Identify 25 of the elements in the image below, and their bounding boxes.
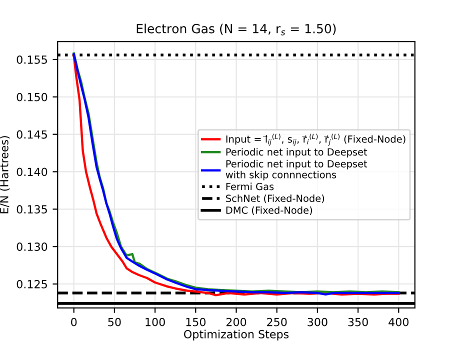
x-tick-label: 0 bbox=[71, 318, 77, 326]
y-tick-label: 0.155 bbox=[16, 55, 47, 64]
x-tick-label: 250 bbox=[267, 318, 287, 326]
y-tick-label: 0.125 bbox=[16, 280, 47, 288]
x-tick-label: 300 bbox=[308, 318, 328, 326]
y-tick-label: 0.135 bbox=[16, 205, 47, 214]
legend-label: Periodic net input to Deepset bbox=[226, 148, 368, 158]
legend-label: SchNet (Fixed-Node) bbox=[226, 194, 324, 204]
x-tick-label: 50 bbox=[108, 318, 121, 326]
x-tick-label: 100 bbox=[146, 318, 165, 326]
legend-label: Fermi Gas bbox=[226, 182, 274, 190]
x-tick-label: 400 bbox=[388, 318, 409, 326]
y-tick-label: 0.145 bbox=[16, 130, 47, 139]
x-tick-label: 350 bbox=[348, 318, 368, 326]
legend-label: DMC (Fixed-Node) bbox=[226, 206, 312, 216]
legend-label: Periodic net input to Deepset with skip connnections bbox=[226, 160, 368, 180]
x-tick-label: 200 bbox=[226, 318, 246, 326]
y-axis-title: E/N (Hartrees) bbox=[0, 136, 10, 214]
text: Input = l⃗$_{ij}$$^{(L)}$, s$_{ij}$, r⃗$_{i}$$^{(L)}$, r⃗$_{j}$$^{(L)}$ (Fixed-Node) bbox=[226, 134, 406, 146]
y-tick-label: 0.140 bbox=[16, 168, 48, 176]
y-tick-label: 0.130 bbox=[16, 242, 48, 251]
chart-title: Electron Gas (N = 14, r$_{s}$ = 1.50) bbox=[136, 24, 336, 36]
x-axis-title: Optimization Steps bbox=[184, 330, 289, 341]
x-tick-label: 150 bbox=[186, 318, 206, 326]
y-tick-label: 0.150 bbox=[16, 92, 48, 102]
